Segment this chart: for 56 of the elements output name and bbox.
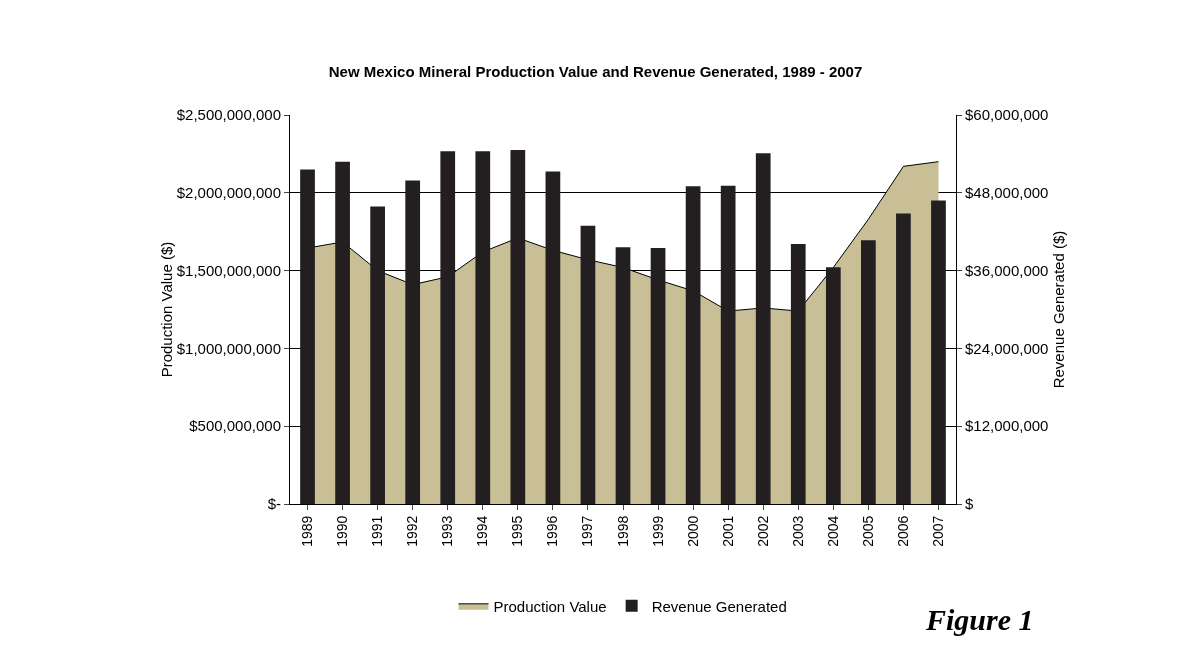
bar — [440, 151, 456, 504]
y2-tick-label: $60,000,000 — [965, 106, 1049, 124]
y2-tick-label: $48,000,000 — [965, 184, 1049, 202]
y-tick-label: $2,500,000,000 — [176, 106, 281, 124]
x-tick-label: 2007 — [930, 515, 947, 547]
bar — [370, 206, 385, 504]
bar — [896, 213, 911, 504]
x-tick-label: 2006 — [894, 515, 911, 547]
legend-label: Revenue Generated — [651, 597, 787, 615]
bar — [580, 225, 596, 504]
y2-tick-label: $36,000,000 — [965, 261, 1049, 279]
x-tick-label: 1994 — [474, 515, 491, 547]
bar — [545, 171, 561, 504]
bar — [861, 240, 876, 504]
y2-tick-label: $24,000,000 — [965, 339, 1049, 357]
x-tick-label: 2000 — [684, 515, 701, 547]
x-tick-label: 1999 — [649, 515, 666, 547]
x-tick-label: 1995 — [509, 515, 526, 547]
chart-title: New Mexico Mineral Production Value and Revenue Generated, 1989 - 2007 — [328, 62, 863, 80]
y-axis-title: Production Value ($) — [157, 241, 175, 378]
x-tick-label: 1992 — [404, 515, 421, 547]
bar — [755, 153, 771, 504]
bar — [720, 185, 736, 504]
bar — [931, 200, 946, 504]
bar — [650, 247, 666, 504]
x-tick-label: 1997 — [579, 515, 596, 547]
caption: Figure 1 — [925, 603, 1034, 636]
y2-tick-label: $12,000,000 — [965, 417, 1049, 435]
y-tick-label: $2,000,000,000 — [176, 184, 281, 202]
y2-tick-label: $ — [965, 495, 974, 513]
x-tick-label: 2004 — [824, 515, 841, 547]
bar — [335, 161, 350, 504]
bar — [615, 247, 631, 504]
bar — [300, 169, 315, 504]
x-tick-label: 1993 — [439, 515, 456, 547]
x-tick-label: 1996 — [544, 515, 561, 547]
bar — [790, 244, 806, 504]
x-tick-label: 2003 — [789, 515, 806, 547]
bar — [685, 186, 701, 504]
x-tick-label: 2001 — [719, 515, 736, 547]
y2-axis-title: Revenue Generated ($) — [1050, 230, 1068, 389]
x-tick-label: 1989 — [299, 515, 316, 547]
y-tick-label: $500,000,000 — [189, 417, 281, 435]
bar — [475, 151, 491, 504]
x-tick-label: 1990 — [334, 515, 351, 547]
bar — [510, 150, 526, 504]
y-tick-label: $- — [267, 495, 281, 513]
x-tick-label: 1998 — [614, 515, 631, 547]
y-tick-label: $1,500,000,000 — [176, 261, 281, 279]
x-tick-label: 1991 — [369, 515, 386, 547]
y-tick-label: $1,000,000,000 — [176, 339, 281, 357]
x-tick-label: 2002 — [754, 515, 771, 547]
bar — [405, 180, 421, 504]
legend-label: Production Value — [493, 597, 607, 615]
bar — [825, 267, 841, 504]
x-tick-label: 2005 — [859, 515, 876, 547]
